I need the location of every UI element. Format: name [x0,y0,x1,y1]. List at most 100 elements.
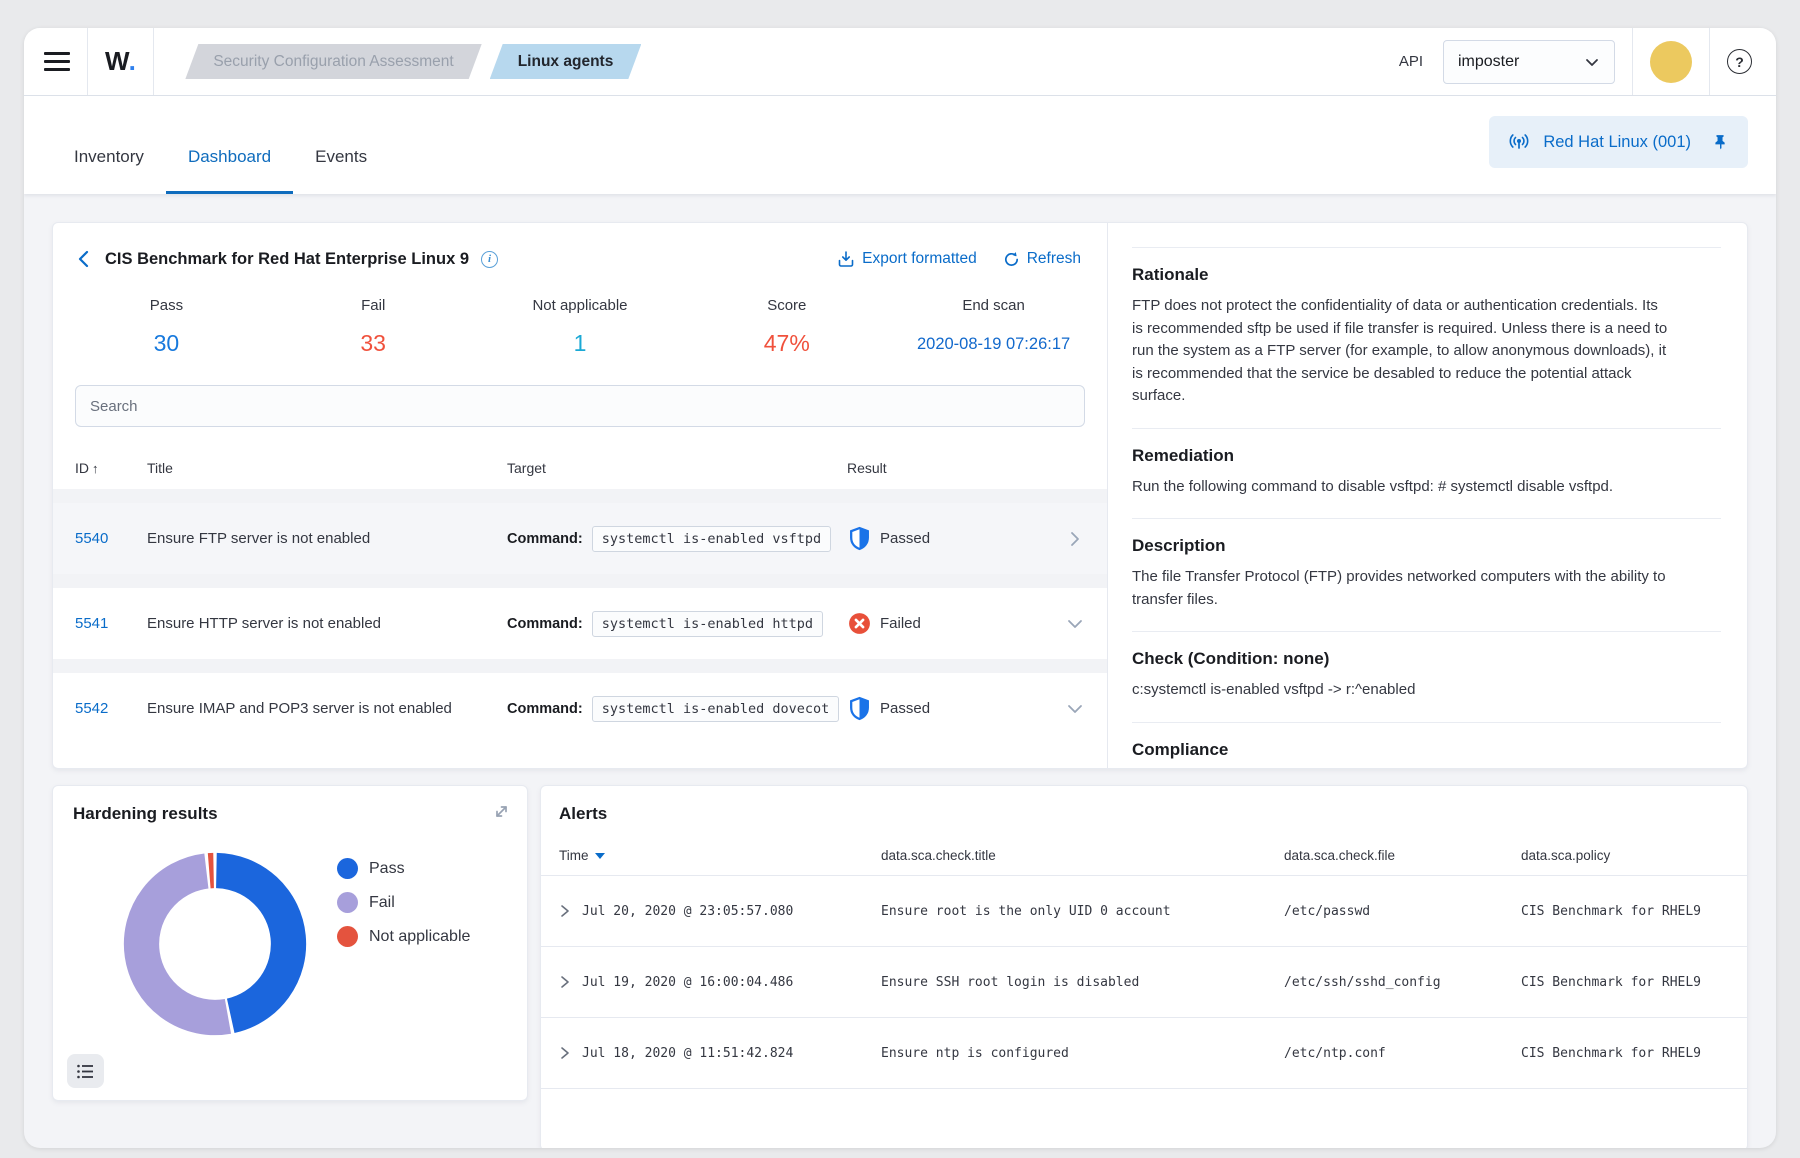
table-row-5540[interactable]: 5540 Ensure FTP server is not enabled Co… [53,503,1107,574]
check-id-link[interactable]: 5540 [75,529,109,547]
table-row-5541[interactable]: 5541 Ensure HTTP server is not enabled C… [53,588,1107,659]
module-tabs: Inventory Dashboard Events [52,122,389,194]
pin-icon [1715,134,1725,149]
check-target: Command: systemctl is-enabled vsftpd [507,525,847,552]
benchmark-pane: CIS Benchmark for Red Hat Enterprise Lin… [53,223,1107,768]
expand-alert-icon[interactable] [559,904,571,918]
alert-row[interactable]: Jul 18, 2020 @ 11:51:42.824 Ensure ntp i… [541,1018,1747,1089]
stat-not-applicable: Not applicable 1 [532,297,628,356]
breadcrumb-sca[interactable]: Security Configuration Assessment [185,44,481,79]
section-title: Check (Condition: none) [1132,649,1330,668]
top-bar: W. Security Configuration Assessment Lin… [24,28,1776,96]
row-gap [53,659,1107,673]
col-target: Target [507,460,546,476]
avatar[interactable] [1650,40,1692,83]
section-title: Rationale [1132,265,1209,284]
check-command: systemctl is-enabled dovecot [591,695,840,722]
check-id-link[interactable]: 5541 [75,614,109,632]
expand-row-icon[interactable] [1053,616,1083,632]
section-title: Description [1132,536,1226,555]
stat-score: Score 47% [763,297,810,356]
col-id[interactable]: ID ↑ [75,460,99,476]
divider [1709,28,1710,95]
check-id-link[interactable]: 5542 [75,699,109,717]
check-result: Passed [847,696,1053,721]
check-result: Failed [847,611,1053,636]
check-title: Ensure IMAP and POP3 server is not enabl… [147,700,452,717]
check-target: Command: systemctl is-enabled httpd [507,610,847,637]
hardening-title: Hardening results [73,804,218,823]
section-text: The file Transfer Protocol (FTP) provide… [1132,568,1666,608]
col-policy[interactable]: data.sca.policy [1521,848,1611,863]
refresh-button[interactable]: Refresh [1003,250,1081,268]
alert-policy: CIS Benchmark for RHEL9 [1521,903,1702,919]
alert-row[interactable]: Jul 19, 2020 @ 16:00:04.486 Ensure SSH r… [541,947,1747,1018]
benchmark-actions: Export formatted Refresh [837,250,1081,268]
api-label: API [1398,53,1423,70]
alert-policy: CIS Benchmark for RHEL9 [1521,1045,1702,1061]
donut-slice-pass[interactable] [215,852,307,1034]
divider [153,28,155,95]
description-section: Description The file Transfer Protocol (… [1132,519,1721,632]
search-container [75,385,1085,427]
pinned-agent-button[interactable]: Red Hat Linux (001) [1489,116,1748,168]
legend-item-pass[interactable]: Pass [337,858,470,879]
col-time[interactable]: Time [559,848,881,863]
tab-dashboard[interactable]: Dashboard [165,122,294,194]
check-details-pane: Rationale FTP does not protect the confi… [1107,223,1747,768]
chart-data-table-button[interactable] [67,1054,104,1088]
search-input[interactable] [75,385,1085,427]
hardening-results-card: Hardening results [52,785,528,1101]
export-formatted-button[interactable]: Export formatted [837,250,977,268]
check-title: Ensure HTTP server is not enabled [147,615,382,632]
check-command: systemctl is-enabled httpd [591,610,824,637]
section-title: Remediation [1132,445,1235,465]
expand-row-icon[interactable] [1053,531,1083,547]
col-check-title[interactable]: data.sca.check.title [881,848,996,863]
help-icon[interactable]: ? [1727,49,1752,74]
stat-pass: Pass 30 [149,297,184,356]
alert-check-title: Ensure root is the only UID 0 account [881,903,1171,919]
pinned-agent-label: Red Hat Linux (001) [1543,132,1691,151]
menu-icon[interactable] [44,52,70,71]
alert-check-title: Ensure ntp is configured [881,1045,1069,1061]
api-selector[interactable]: imposter [1443,39,1615,84]
check-result: Passed [847,526,1053,551]
legend-item-fail[interactable]: Fail [337,892,470,913]
expand-alert-icon[interactable] [559,975,571,989]
checks-table: ID ↑ Title Target Result 5540 Ensure FTP … [53,447,1107,744]
app-window: W. Security Configuration Assessment Lin… [24,28,1776,1148]
benchmark-header: CIS Benchmark for Red Hat Enterprise Lin… [53,223,1107,269]
back-chevron-icon[interactable] [75,249,93,269]
alert-row[interactable]: Jul 20, 2020 @ 23:05:57.080 Ensure root … [541,876,1747,947]
expand-icon[interactable] [492,802,511,821]
col-check-file[interactable]: data.sca.check.file [1284,848,1396,863]
rationale-section: Rationale FTP does not protect the confi… [1132,247,1721,429]
chart-legend: Pass Fail Not applicable [337,858,470,947]
legend-item-not-applicable[interactable]: Not applicable [337,926,470,947]
tab-inventory[interactable]: Inventory [74,146,144,166]
row-gap [53,489,1107,503]
tab-events[interactable]: Events [315,146,368,166]
alerts-table-header: Time data.sca.check.title data.sca.check… [541,836,1747,876]
checks-table-header: ID ↑ Title Target Result [53,447,1107,489]
expand-alert-icon[interactable] [559,1046,571,1060]
row-gap [53,574,1107,588]
donut-slice-fail[interactable] [123,853,232,1036]
section-text: c:systemctl is-enabled vsftpd -> r:^enab… [1132,681,1416,698]
alert-check-file: /etc/ssh/sshd_config [1284,974,1441,990]
table-row-5542[interactable]: 5542 Ensure IMAP and POP3 server is not … [53,673,1107,744]
breadcrumb-linux-agents[interactable]: Linux agents [490,44,642,79]
failed-cross-icon [849,613,870,634]
sort-asc-icon: ↑ [92,461,99,476]
chevron-down-icon [1586,58,1598,66]
donut-chart [117,846,313,1042]
expand-row-icon[interactable] [1053,701,1083,717]
app-logo[interactable]: W. [105,46,137,76]
divider [1632,28,1633,95]
api-selected-value: imposter [1458,52,1520,70]
divider [87,28,88,95]
sca-policy-card: CIS Benchmark for Red Hat Enterprise Lin… [52,222,1748,769]
tab-bar: Inventory Dashboard Events Red Hat Linux… [24,96,1776,194]
info-icon[interactable]: i [481,250,499,268]
